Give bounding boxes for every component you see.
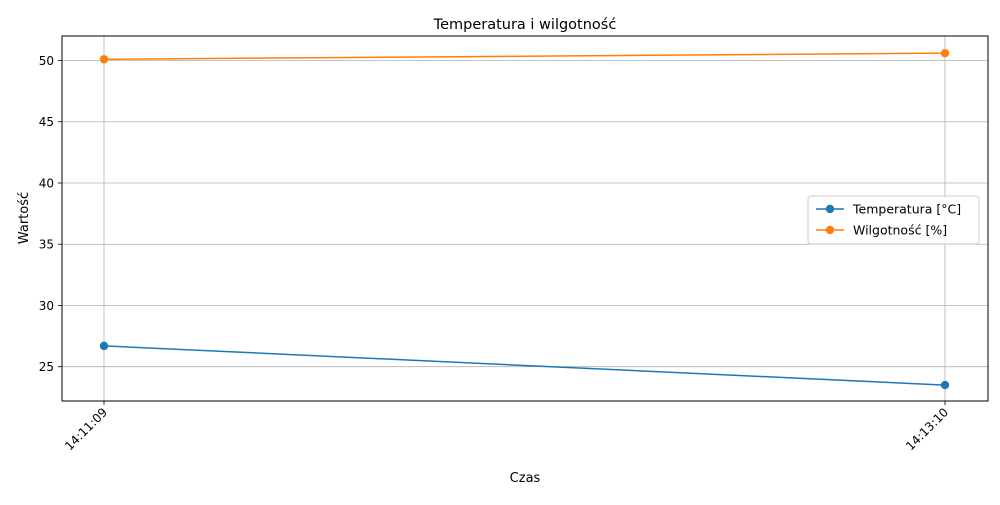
y-axis: 25 30 35 40 45 50 — [39, 54, 62, 374]
y-tick-label: 40 — [39, 176, 54, 190]
series-layer — [99, 48, 950, 390]
plot-area-frame — [61, 35, 989, 402]
x-axis-label: Czas — [510, 471, 541, 486]
legend-label: Temperatura [°C] — [852, 202, 961, 217]
series-line — [103, 52, 946, 61]
y-tick-label: 50 — [39, 54, 54, 68]
legend: Temperatura [°C] Wilgotność [%] — [807, 195, 980, 245]
y-tick-label: 30 — [39, 299, 54, 313]
y-tick-label: 25 — [39, 360, 54, 374]
data-point — [940, 380, 950, 390]
y-axis-label: Wartość — [17, 192, 32, 244]
data-point — [99, 341, 109, 351]
legend-box — [807, 195, 980, 245]
legend-label: Wilgotność [%] — [853, 223, 947, 238]
legend-marker — [825, 204, 835, 214]
data-point — [99, 55, 109, 64]
y-tick-label: 45 — [39, 115, 54, 129]
series-line — [103, 345, 946, 386]
chart-title: Temperatura i wilgotność — [433, 17, 617, 33]
legend-marker — [825, 225, 835, 235]
y-tick-label: 35 — [39, 238, 54, 252]
data-point — [940, 48, 950, 58]
grid-lines — [62, 36, 988, 401]
